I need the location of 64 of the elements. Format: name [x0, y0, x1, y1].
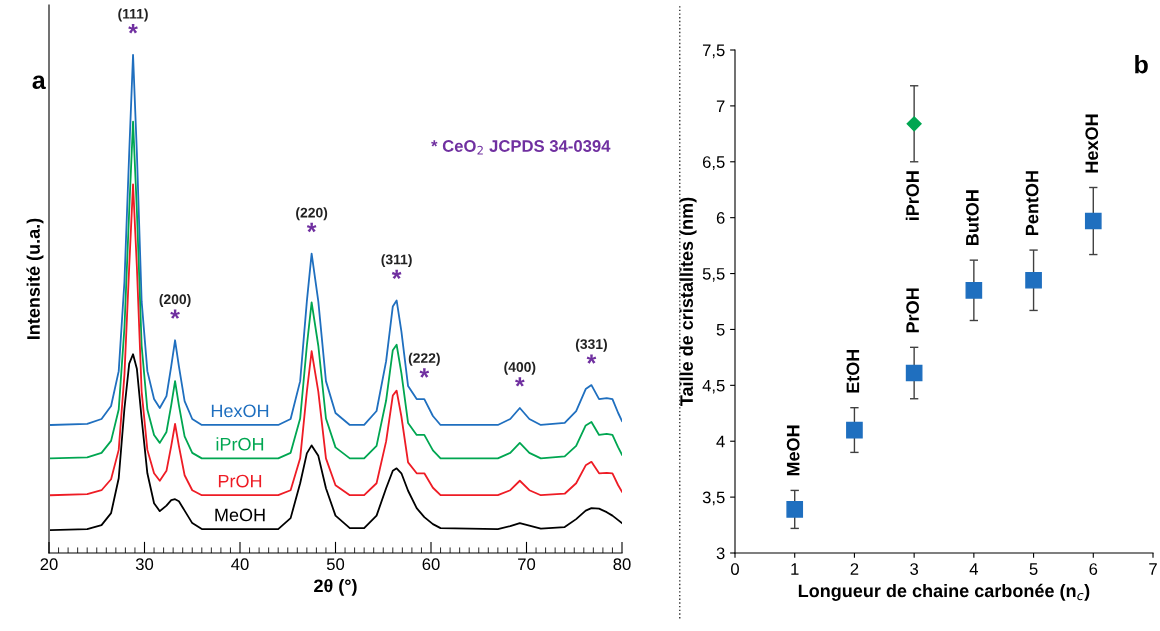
annotation: PentOH — [1025, 171, 1039, 235]
point — [846, 421, 863, 439]
x-tick-label: 0 — [731, 563, 739, 575]
x-tick-label: 70 — [518, 558, 536, 571]
y-tick-label: 5 — [716, 324, 725, 336]
text: a — [32, 75, 46, 90]
x-tick-label: 3 — [910, 563, 919, 575]
y-tick-label: 6,5 — [702, 156, 725, 170]
x-tick-label: 7 — [1149, 563, 1157, 575]
x-tick-label: 6 — [1089, 563, 1098, 575]
y-tick-label: 7,5 — [702, 44, 725, 59]
x-axis-title: 2θ (°) — [314, 578, 357, 596]
annotation: b — [1135, 55, 1148, 74]
x-tick-label: 50 — [326, 558, 345, 571]
y-tick-label: 7 — [716, 100, 725, 112]
series-label: MeOH — [215, 508, 265, 522]
annotation: * CeO$_{2}$ JCPDS 34-0394 — [431, 140, 611, 155]
annotation: * — [128, 24, 138, 34]
annotation: HexOH — [1085, 114, 1099, 173]
point — [905, 364, 923, 382]
x-tick-label: 2 — [850, 563, 859, 575]
annotation: MeOH — [786, 425, 800, 476]
annotation: ButOH — [965, 190, 979, 246]
x-tick-label: 30 — [135, 558, 154, 571]
annotation: * — [515, 377, 525, 387]
point — [1084, 212, 1102, 230]
y-tick-label: 5,5 — [702, 268, 725, 282]
y-tick-label: 3 — [716, 547, 725, 560]
annotation: PrOH — [906, 288, 919, 333]
y-axis-title: Intensité (u.a.) — [26, 218, 44, 339]
annotation: (111) — [118, 8, 148, 22]
annotation: * — [306, 222, 317, 233]
annotation: * — [170, 309, 180, 319]
x-tick-label: 40 — [231, 558, 249, 571]
annotation: (220) — [296, 207, 328, 221]
series-label: HexOH — [211, 404, 269, 418]
point — [906, 116, 922, 132]
series-label: iPrOH — [216, 437, 264, 451]
y-axis-title: Taille de cristallites (nm) — [679, 197, 697, 406]
x-axis-title: Longueur de chaine carbonée (n$_{c}$) — [798, 583, 1090, 601]
point — [965, 281, 983, 299]
x-tick-label: 5 — [1029, 563, 1038, 575]
y-tick-label: 4,5 — [702, 379, 725, 394]
point — [1025, 271, 1042, 289]
annotation: (311) — [381, 254, 412, 268]
annotation: EtOH — [846, 349, 860, 393]
x-tick-label: 1 — [791, 563, 799, 575]
y-tick-label: 3,5 — [702, 491, 725, 506]
series-label: PrOH — [218, 474, 262, 488]
x-tick-label: 80 — [613, 558, 631, 571]
y-tick-label: 4 — [716, 435, 725, 448]
annotation: (200) — [159, 294, 191, 307]
annotation: * — [391, 269, 402, 279]
annotation: * — [586, 354, 597, 364]
y-tick-label: 6 — [716, 212, 725, 224]
x-tick-label: 60 — [422, 558, 440, 571]
annotation: iPrOH — [905, 171, 919, 221]
x-tick-label: 4 — [969, 563, 978, 575]
x-tick-label: 20 — [40, 558, 58, 571]
annotation: (400) — [504, 361, 536, 375]
point — [786, 501, 804, 518]
annotation: (331) — [575, 338, 607, 352]
annotation: * — [419, 368, 430, 378]
annotation: (222) — [408, 352, 440, 366]
